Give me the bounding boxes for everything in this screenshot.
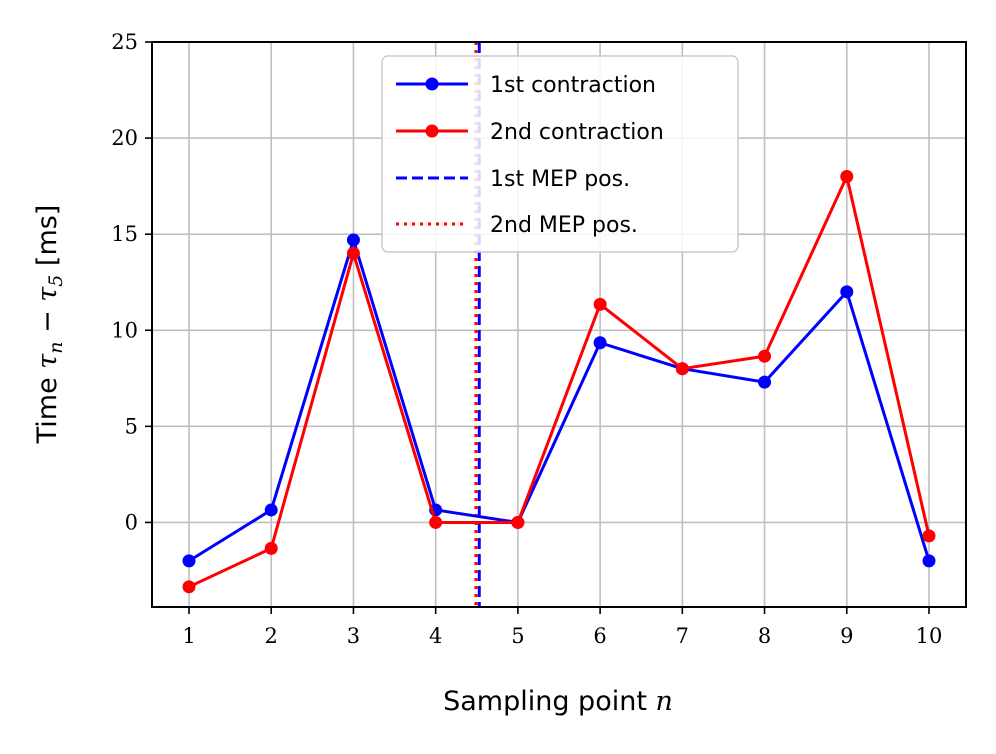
legend-box [381,55,739,253]
legend-label-1st-contraction: 1st contraction [490,73,656,98]
series-line-1 [188,238,931,563]
series-line-2 [188,175,931,589]
series-2-point-3 [346,246,360,260]
y-tick-label-10: 10 [111,318,138,342]
x-axis-ticks: 1 2 3 4 5 6 7 8 9 10 [182,607,942,648]
series-1-point-3 [346,233,360,247]
series-2-point-1 [182,580,196,594]
y-tick-label-20: 20 [111,126,138,150]
x-tick-label-6: 6 [593,624,606,648]
x-tick-label-9: 9 [840,624,853,648]
legend-swatch-marker-1st-contraction [425,77,439,91]
plot-frame [151,41,967,608]
series-2-point-6 [593,297,607,311]
y-axis-label-sub-5: 5 [45,275,67,287]
x-axis-label: Sampling point n [443,686,673,717]
series-2-point-10 [922,529,936,543]
series-lines [182,170,936,594]
legend: 1st contraction 2nd contraction 1st MEP … [381,55,739,253]
x-tick-label-7: 7 [676,624,689,648]
series-1-point-10 [922,554,936,568]
legend-swatch-marker-2nd-contraction [425,124,439,138]
legend-label-2nd-contraction: 2nd contraction [490,120,664,145]
y-tick-label-5: 5 [125,414,138,438]
series-2-point-4 [429,515,443,529]
x-tick-label-3: 3 [347,624,360,648]
legend-label-1st-mep-pos: 1st MEP pos. [490,167,630,192]
mep-position-lines [474,42,481,607]
x-tick-label-1: 1 [182,624,195,648]
y-axis-label: Time τn − τ5 [ms] [32,205,67,445]
y-axis-label-tau: τ [32,353,63,369]
x-tick-label-5: 5 [511,624,524,648]
series-1-point-9 [840,285,854,299]
y-axis-label-text: Time [32,377,63,444]
series-1-point-2 [264,503,278,517]
series-2-point-7 [675,362,689,376]
series-2-point-2 [264,541,278,555]
series-1-point-1 [182,554,196,568]
y-axis-label-sub-n: n [45,342,67,354]
series-2-point-5 [511,515,525,529]
y-axis-label-tau-2: τ [32,286,63,302]
y-tick-label-0: 0 [125,510,138,534]
x-tick-label-10: 10 [916,624,943,648]
y-tick-label-15: 15 [111,222,138,246]
x-tick-label-8: 8 [758,624,771,648]
series-2-point-8 [758,349,772,363]
series-1-point-6 [593,336,607,350]
y-tick-label-25: 25 [111,30,138,54]
y-axis-label-minus: − [32,302,63,342]
x-tick-label-2: 2 [265,624,278,648]
series-2-point-9 [840,170,854,184]
y-axis-ticks: 0 5 10 15 20 25 [111,30,152,534]
legend-label-2nd-mep-pos: 2nd MEP pos. [490,213,638,238]
x-axis-label-text: Sampling point [443,686,647,717]
x-axis-label-var: n [656,686,673,717]
y-axis-label-unit: [ms] [32,205,63,275]
x-tick-label-4: 4 [429,624,442,648]
series-1-point-8 [758,375,772,389]
